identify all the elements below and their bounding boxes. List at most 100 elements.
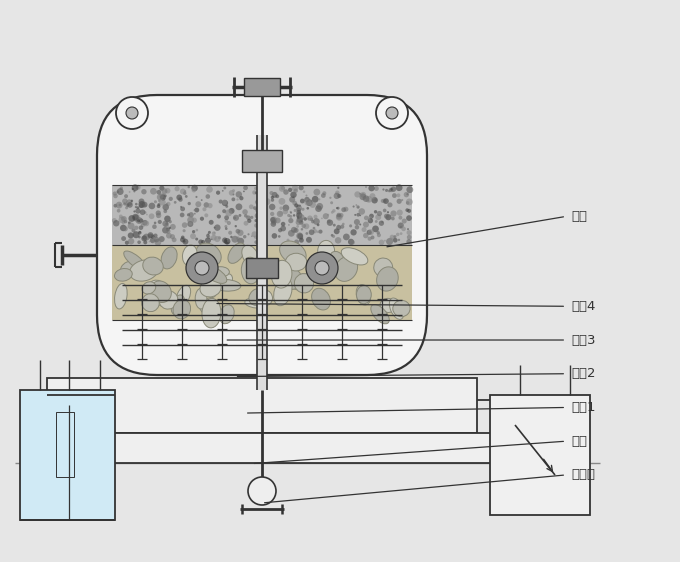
Ellipse shape xyxy=(120,261,139,277)
Circle shape xyxy=(207,203,213,209)
Ellipse shape xyxy=(196,243,221,266)
Circle shape xyxy=(166,233,172,238)
Circle shape xyxy=(159,199,166,206)
Circle shape xyxy=(135,209,141,214)
Circle shape xyxy=(137,206,139,209)
Ellipse shape xyxy=(143,257,163,275)
Circle shape xyxy=(144,211,147,214)
Circle shape xyxy=(271,233,277,239)
Circle shape xyxy=(235,203,242,210)
Circle shape xyxy=(128,238,135,244)
Circle shape xyxy=(290,212,292,214)
Circle shape xyxy=(149,241,150,242)
Ellipse shape xyxy=(311,288,330,310)
Circle shape xyxy=(225,227,228,230)
Circle shape xyxy=(237,198,239,201)
Circle shape xyxy=(121,216,126,222)
Circle shape xyxy=(340,225,344,229)
Ellipse shape xyxy=(393,300,410,317)
Circle shape xyxy=(224,238,231,244)
Circle shape xyxy=(235,191,242,198)
Circle shape xyxy=(306,252,338,284)
Ellipse shape xyxy=(150,282,164,297)
Circle shape xyxy=(195,201,201,207)
Circle shape xyxy=(396,233,399,236)
Circle shape xyxy=(188,186,190,188)
Circle shape xyxy=(139,203,143,208)
Circle shape xyxy=(176,194,182,200)
Circle shape xyxy=(151,235,155,239)
Circle shape xyxy=(323,213,329,219)
Circle shape xyxy=(406,215,412,221)
Circle shape xyxy=(121,236,126,241)
Circle shape xyxy=(222,238,228,243)
Circle shape xyxy=(251,235,252,237)
Circle shape xyxy=(186,252,218,284)
Circle shape xyxy=(278,211,283,216)
Ellipse shape xyxy=(356,285,371,303)
Circle shape xyxy=(243,221,248,226)
Ellipse shape xyxy=(171,295,184,315)
Circle shape xyxy=(187,213,190,216)
Circle shape xyxy=(211,238,213,240)
Circle shape xyxy=(158,236,165,242)
Circle shape xyxy=(157,194,163,200)
Circle shape xyxy=(195,196,197,198)
Circle shape xyxy=(307,215,313,221)
Circle shape xyxy=(139,201,146,208)
Circle shape xyxy=(301,224,306,228)
Circle shape xyxy=(133,210,135,212)
Ellipse shape xyxy=(114,269,132,281)
Circle shape xyxy=(225,240,229,244)
Circle shape xyxy=(122,198,128,204)
Circle shape xyxy=(120,225,126,231)
Circle shape xyxy=(225,205,228,208)
Circle shape xyxy=(375,214,381,220)
Circle shape xyxy=(169,226,171,229)
Ellipse shape xyxy=(154,290,173,306)
Circle shape xyxy=(194,207,199,212)
Circle shape xyxy=(231,197,235,201)
Circle shape xyxy=(369,185,375,191)
Circle shape xyxy=(159,185,165,191)
Ellipse shape xyxy=(341,248,368,265)
Circle shape xyxy=(228,190,235,196)
Circle shape xyxy=(207,233,209,235)
Circle shape xyxy=(313,189,320,196)
Circle shape xyxy=(365,186,367,188)
Circle shape xyxy=(362,196,369,202)
Circle shape xyxy=(307,207,309,210)
Circle shape xyxy=(401,199,403,201)
Text: 阀门3: 阀门3 xyxy=(571,333,596,347)
Circle shape xyxy=(117,188,124,195)
Circle shape xyxy=(116,191,119,193)
Circle shape xyxy=(183,192,186,195)
Circle shape xyxy=(277,211,283,217)
Circle shape xyxy=(249,205,254,209)
Ellipse shape xyxy=(294,274,313,293)
Circle shape xyxy=(184,238,186,240)
Circle shape xyxy=(279,198,286,205)
Circle shape xyxy=(332,209,335,212)
Ellipse shape xyxy=(219,305,234,324)
Circle shape xyxy=(253,206,257,210)
Circle shape xyxy=(396,184,403,191)
Circle shape xyxy=(150,238,154,243)
Ellipse shape xyxy=(159,291,178,309)
Ellipse shape xyxy=(371,305,389,324)
Circle shape xyxy=(304,197,309,202)
Text: 滤料: 滤料 xyxy=(571,434,588,448)
Circle shape xyxy=(233,215,239,221)
Ellipse shape xyxy=(318,241,335,261)
Circle shape xyxy=(184,190,186,192)
Circle shape xyxy=(330,201,333,204)
Ellipse shape xyxy=(246,268,262,282)
Circle shape xyxy=(354,191,360,198)
Circle shape xyxy=(182,239,188,244)
Circle shape xyxy=(296,210,301,215)
Circle shape xyxy=(255,213,260,219)
Circle shape xyxy=(252,232,258,237)
Circle shape xyxy=(124,194,128,198)
Circle shape xyxy=(296,225,299,228)
Circle shape xyxy=(214,236,220,242)
